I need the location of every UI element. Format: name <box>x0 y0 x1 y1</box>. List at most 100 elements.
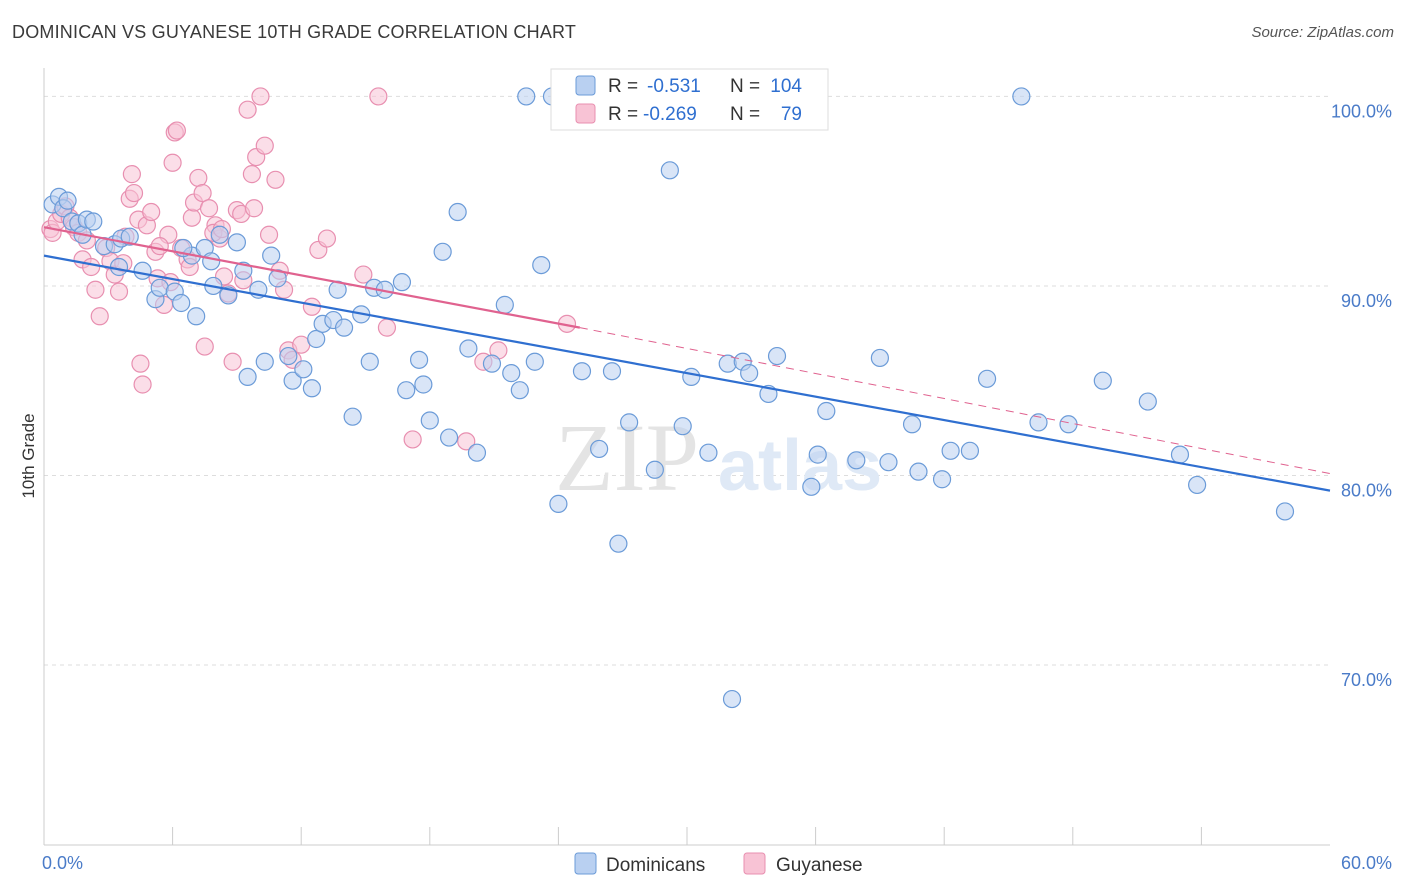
dominicans-point <box>433 242 452 261</box>
dominicans-point <box>870 348 890 368</box>
guyanese-trend-line <box>43 226 581 329</box>
dominicans-point <box>187 307 206 326</box>
dominicans-point <box>590 439 609 459</box>
guyanese-point <box>369 87 388 106</box>
dominicans-point <box>909 462 928 481</box>
dominicans-point <box>502 364 521 383</box>
guyanese-point <box>377 318 397 337</box>
dominicans-point <box>722 689 742 709</box>
guyanese-point <box>317 229 337 248</box>
dominicans-point <box>1093 371 1112 390</box>
guyanese-point <box>259 225 279 244</box>
dominicans-point <box>960 441 980 460</box>
guyanese-point <box>142 202 161 222</box>
guyanese-point <box>124 183 144 203</box>
legend-guyanese-label: Guyanese <box>776 855 863 876</box>
dominicans-point <box>1138 392 1157 411</box>
y-tick-label: 100.0% <box>1331 101 1392 121</box>
dominicans-point <box>172 293 191 313</box>
dominicans-point <box>660 161 679 180</box>
dominicans-point <box>802 477 821 496</box>
dominicans-point <box>673 417 692 436</box>
dominicans-point <box>255 352 274 371</box>
guyanese-point <box>109 282 129 301</box>
guyanese-point <box>189 168 208 188</box>
dominicans-point <box>495 295 514 314</box>
dominicans-point <box>268 269 287 288</box>
dominicans-point <box>977 369 997 388</box>
source-credit: Source: ZipAtlas.com <box>1251 24 1394 41</box>
guyanese-point <box>167 121 186 140</box>
legend-dominicans-swatch <box>574 852 597 875</box>
series-dominicans <box>43 87 1295 709</box>
dominicans-r-label: R = <box>608 76 638 97</box>
x-tick-label-min: 0.0% <box>42 853 83 873</box>
dominicans-point <box>602 362 622 381</box>
guyanese-point <box>150 237 169 256</box>
dominicans-point <box>120 227 139 246</box>
dominicans-point <box>740 364 759 383</box>
dominicans-point <box>294 360 313 379</box>
guyanese-r-label: R = <box>608 104 638 125</box>
guyanese-point <box>131 354 150 373</box>
dominicans-point <box>58 191 77 210</box>
dominicans-point <box>1059 415 1078 434</box>
dominicans-point <box>902 415 922 434</box>
dominicans-point <box>808 445 827 464</box>
dominicans-point <box>414 375 433 394</box>
dominicans-point <box>482 354 502 373</box>
dominicans-point <box>439 428 459 447</box>
y-tick-label: 70.0% <box>1341 670 1392 690</box>
dominicans-swatch <box>575 75 596 96</box>
guyanese-point <box>251 87 270 106</box>
dominicans-point <box>1029 413 1048 432</box>
dominicans-point <box>609 534 628 553</box>
dominicans-n-value: 104 <box>770 76 802 97</box>
dominicans-point <box>409 350 429 369</box>
dominicans-point <box>109 257 129 277</box>
trend-lines <box>43 226 1331 492</box>
dominicans-point <box>1188 475 1207 495</box>
dominicans-point <box>360 352 379 371</box>
dominicans-trend-line <box>43 254 1331 492</box>
dominicans-point <box>767 346 787 366</box>
guyanese-point <box>199 199 219 218</box>
dominicans-point <box>392 273 412 292</box>
guyanese-point <box>238 100 257 119</box>
guyanese-point <box>82 257 101 277</box>
guyanese-n-label: N = <box>730 104 760 125</box>
dominicans-point <box>307 329 326 349</box>
guyanese-point <box>90 307 109 326</box>
y-axis-tick-labels: 100.0% 90.0% 80.0% 70.0% <box>1331 101 1392 690</box>
bottom-legend: Dominicans Guyanese <box>574 852 863 876</box>
legend-dominicans-label: Dominicans <box>606 855 705 876</box>
guyanese-point <box>223 352 242 371</box>
guyanese-point <box>266 170 285 189</box>
dominicans-point <box>202 252 221 271</box>
legend-guyanese-swatch <box>743 852 766 875</box>
guyanese-point <box>163 153 182 172</box>
y-axis-title: 10th Grade <box>19 413 38 498</box>
dominicans-point <box>1170 445 1190 464</box>
guyanese-point <box>193 183 212 203</box>
stats-legend: R = -0.531 N = 104 R = -0.269 N = 79 <box>550 68 829 131</box>
dominicans-point <box>150 278 169 297</box>
guyanese-trend-extension <box>579 327 1331 475</box>
guyanese-point <box>457 432 476 451</box>
guyanese-point <box>354 265 373 284</box>
guyanese-point <box>86 280 105 299</box>
dominicans-point <box>397 381 416 400</box>
dominicans-point <box>645 460 664 479</box>
dominicans-point <box>459 339 478 358</box>
dominicans-point <box>334 318 354 337</box>
dominicans-point <box>847 451 866 470</box>
dominicans-point <box>420 411 439 430</box>
dominicans-point <box>682 367 701 387</box>
dominicans-point <box>572 362 592 381</box>
x-tick-label-max: 60.0% <box>1341 853 1392 873</box>
dominicans-point <box>699 443 718 462</box>
guyanese-point <box>133 375 152 394</box>
dominicans-point <box>549 494 568 513</box>
dominicans-point <box>84 212 103 231</box>
dominicans-point <box>262 246 281 265</box>
